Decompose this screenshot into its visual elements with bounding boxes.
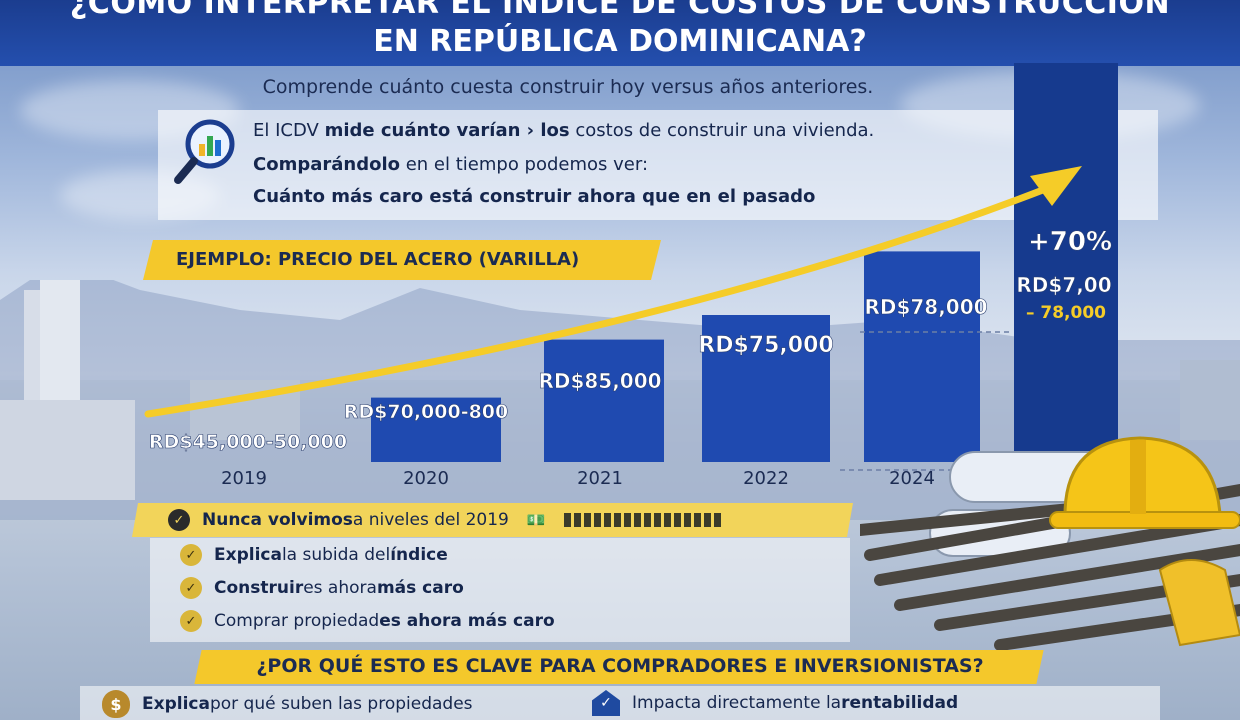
magnifier-chart-icon [174, 119, 235, 184]
tick-label: 2021 [577, 468, 623, 489]
tick-label: 2022 [743, 468, 789, 489]
bottom-left: $ Explica por qué suben las propiedades [102, 690, 473, 718]
header-bar: ¿CÓMO INTERPRETAR EL ÍNDICE DE COSTOS DE… [0, 0, 1240, 66]
intro-line-1: El ICDV mide cuánto varían › los costos … [253, 120, 875, 141]
list-item: ✓ Construir es ahora más caro [180, 577, 464, 599]
rebar-hardhat-illustration [860, 436, 1240, 650]
intro-box: El ICDV mide cuánto varían › los costos … [158, 110, 1158, 220]
data-label: RD$7,00 [1016, 273, 1111, 297]
key-question-text: ¿POR QUÉ ESTO ES CLAVE PARA COMPRADORES … [256, 655, 984, 677]
tick-label: 2019 [221, 468, 267, 489]
example-banner-text: EJEMPLO: PRECIO DEL ACERO (VARILLA) [176, 249, 580, 270]
bar-2020 [371, 397, 501, 462]
title-line-1: ¿CÓMO INTERPRETAR EL ÍNDICE DE COSTOS DE… [69, 0, 1171, 21]
trend-annotation: +70% [1028, 227, 1112, 257]
house-check-icon: ✓ [592, 690, 620, 716]
bar-latest [1014, 63, 1118, 462]
data-label: RD$45,000-50,000 [149, 431, 347, 453]
tick-label: 2024 [889, 468, 935, 489]
check-icon: ✓ [180, 610, 202, 632]
bar-2024 [864, 251, 980, 462]
bottom-strip [80, 686, 1160, 720]
data-label: RD$78,000 [864, 295, 987, 319]
hard-hat-icon [1049, 436, 1240, 529]
list-item: ✓ Comprar propiedad es ahora más caro [180, 610, 555, 632]
intro-line-2: Comparándolo en el tiempo podemos ver: [253, 154, 649, 175]
data-label: RD$70,000-800 [344, 401, 509, 423]
check-icon: ✓ [180, 544, 202, 566]
trend-arrow-head [1030, 166, 1082, 206]
list-item: ✓ Explica la subida del índice [180, 544, 448, 566]
data-label-extra: – 78,000 [1026, 303, 1106, 323]
money-icon: 💵 [526, 511, 546, 529]
tick-label: 2020 [403, 468, 449, 489]
bullet-list: ✓ Explica la subida del índice ✓ Constru… [150, 538, 850, 642]
bottom-right: ✓ Impacta directamente la rentabilidad [592, 690, 958, 716]
check-icon: ✓ [168, 509, 190, 531]
bar-2021 [544, 339, 664, 462]
money-bag-icon: $ [102, 690, 130, 718]
check-icon: ✓ [180, 577, 202, 599]
data-label: RD$85,000 [538, 369, 661, 393]
progress-bar-icon [563, 513, 721, 527]
subtitle: Comprende cuánto cuesta construir hoy ve… [262, 76, 874, 98]
bar-2022 [702, 315, 830, 462]
intro-line-3: Cuánto más caro está construir ahora que… [253, 186, 816, 207]
trend-arrow [144, 184, 1052, 418]
title-line-2: EN REPÚBLICA DOMINICANA? [373, 24, 867, 59]
data-label: RD$75,000 [698, 333, 833, 358]
bullet-highlight: ✓ Nunca volvimos a niveles del 2019 💵 [168, 509, 721, 531]
